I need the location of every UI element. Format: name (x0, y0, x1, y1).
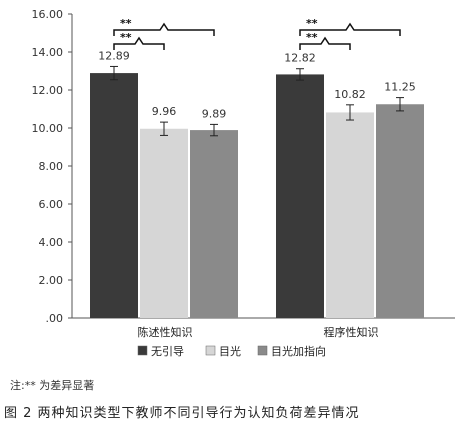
y-tick-label: 10.00 (32, 122, 64, 135)
significance-bracket (299, 22, 401, 36)
legend-label: 无引导 (151, 344, 184, 358)
significance-label: ** (120, 17, 132, 30)
data-label: 10.82 (334, 88, 366, 101)
significance-label: ** (120, 31, 132, 44)
y-tick-label: 2.00 (39, 274, 64, 287)
legend-label: 目光加指向 (271, 344, 326, 358)
footnote: 注:** 为差异显著 (10, 379, 95, 392)
bar (190, 130, 238, 318)
y-axis-ticks: 16.00 14.00 12.00 10.00 8.00 6.00 4.00 2.00 .00 (32, 8, 72, 325)
y-tick-label: 8.00 (39, 160, 64, 173)
bar (276, 74, 324, 318)
category-label: 程序性知识 (324, 325, 379, 339)
bar (90, 73, 138, 318)
significance-label: ** (306, 31, 318, 44)
data-label: 12.82 (284, 52, 316, 65)
significance-bracket (299, 36, 351, 50)
significance-bracket (113, 36, 165, 50)
data-labels: 12.89 12.82 9.96 10.82 9.89 11.25 (98, 49, 416, 120)
bars (90, 73, 424, 318)
category-labels: 陈述性知识 程序性知识 (138, 325, 379, 339)
legend-swatch (205, 345, 216, 356)
bar (326, 112, 374, 318)
legend-swatch (137, 345, 148, 356)
data-label: 9.89 (202, 107, 227, 120)
bar (376, 104, 424, 318)
y-tick-label: 12.00 (32, 84, 64, 97)
data-label: 11.25 (384, 81, 416, 94)
bar-chart: 16.0014.0012.0010.008.006.004.002.00.00 … (32, 8, 455, 358)
significance-label: ** (306, 17, 318, 30)
category-label: 陈述性知识 (138, 325, 193, 339)
legend-swatch (257, 345, 268, 356)
data-label: 12.89 (98, 49, 130, 62)
y-tick-label: 4.00 (39, 236, 64, 249)
legend-label: 目光 (219, 344, 241, 358)
figure-caption: 图 2 两种知识类型下教师不同引导行为认知负荷差异情况 (4, 406, 360, 421)
y-tick-label: 6.00 (39, 198, 64, 211)
significance-bracket (113, 22, 215, 36)
y-tick-label: 16.00 (32, 8, 64, 21)
significance-brackets: ******** (113, 17, 401, 50)
legend: 无引导 目光 目光加指向 (137, 344, 326, 358)
error-bars (110, 65, 404, 137)
y-tick-label: 14.00 (32, 46, 64, 59)
data-label: 9.96 (152, 105, 177, 118)
bar (140, 128, 188, 318)
y-tick-label: .00 (46, 312, 64, 325)
